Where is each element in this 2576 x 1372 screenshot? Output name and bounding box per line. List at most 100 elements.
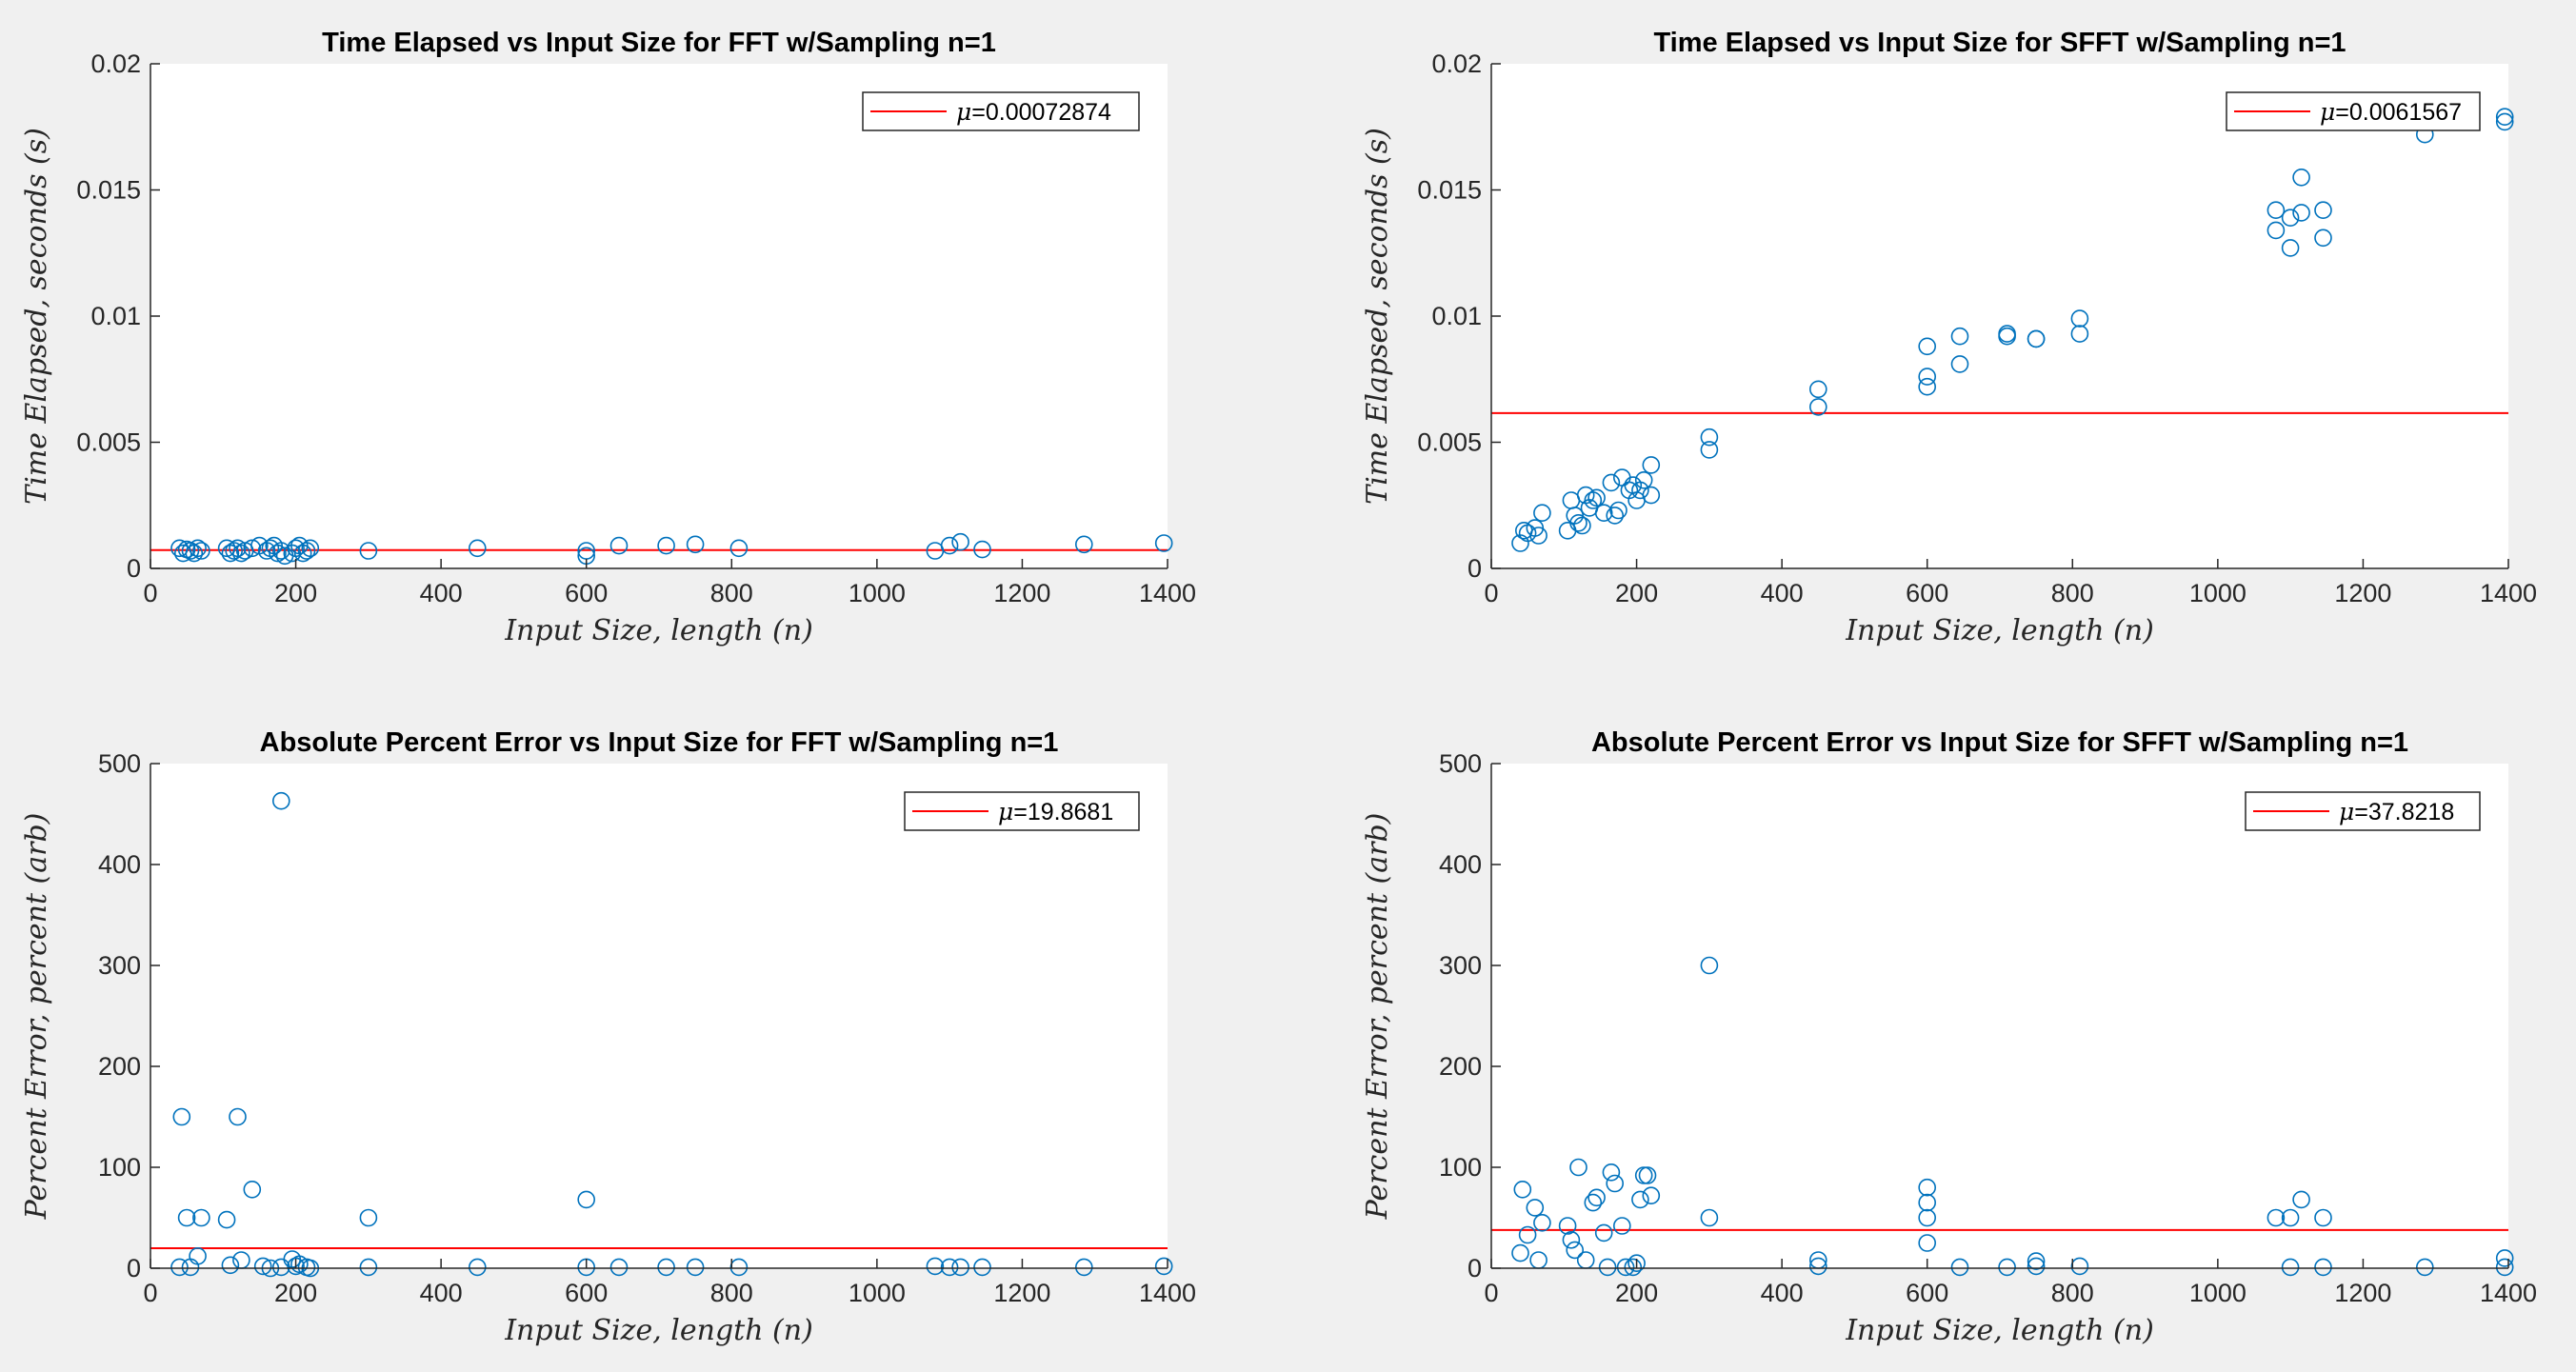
data-point: [1950, 355, 1969, 373]
data-point: [243, 1181, 262, 1199]
data-point: [177, 1208, 196, 1227]
data-point: [1631, 481, 1649, 500]
y-tick-label: 0.005: [76, 428, 141, 457]
data-point: [287, 1257, 305, 1276]
x-axis-label: Input Size, length (n): [1845, 614, 2154, 647]
data-point: [217, 1210, 236, 1229]
plot-area: [1491, 764, 2508, 1268]
data-point: [1594, 504, 1613, 523]
x-tick-label: 1400: [1139, 579, 1196, 607]
chart-title: Time Elapsed vs Input Size for FFT w/Sam…: [322, 28, 996, 58]
legend-entry: μ=0.00072874: [956, 98, 1111, 126]
y-tick-label: 500: [98, 749, 141, 778]
x-tick-label: 0: [143, 579, 157, 607]
data-point: [609, 1258, 629, 1277]
data-point: [1918, 368, 1936, 386]
x-tick-label: 800: [2051, 579, 2094, 607]
data-point: [1598, 1258, 1617, 1277]
data-point: [1809, 398, 1827, 416]
x-axis-label: Input Size, length (n): [1845, 1314, 2154, 1347]
y-tick-label: 0.01: [90, 302, 141, 330]
data-point: [1569, 1158, 1588, 1177]
data-point: [1526, 1199, 1545, 1217]
y-tick-label: 0: [127, 554, 141, 583]
data-point: [232, 544, 250, 563]
data-point: [229, 1107, 247, 1126]
data-point: [1529, 527, 1548, 545]
data-point: [951, 532, 969, 551]
data-point: [1573, 516, 1591, 535]
data-point: [926, 1257, 945, 1276]
data-point: [2281, 1208, 2300, 1227]
x-tick-label: 800: [710, 579, 753, 607]
data-point: [1566, 1241, 1584, 1260]
legend-entry: μ=37.8218: [2339, 798, 2454, 825]
data-point: [729, 1258, 749, 1277]
data-point: [1700, 428, 1719, 447]
data-point: [1594, 1223, 1613, 1243]
data-point: [2027, 1252, 2046, 1270]
data-point: [2495, 112, 2514, 131]
data-point: [1584, 1193, 1603, 1212]
panel-fft-time: 0 200 400 600 800 1000 1200 1400 0 0.005 0.01 0.015…: [20, 28, 1196, 647]
x-axis-label: Input Size, length (n): [504, 1314, 813, 1347]
data-point: [1998, 327, 2016, 346]
data-point: [1606, 507, 1624, 525]
data-point: [2027, 329, 2046, 348]
data-point: [243, 539, 262, 558]
x-tick-label: 1200: [2334, 1279, 2391, 1307]
data-point: [2416, 1258, 2434, 1277]
x-axis-label: Input Size, length (n): [504, 614, 813, 647]
y-tick-label: 0.02: [1431, 50, 1482, 78]
y-tick-label: 0: [127, 1254, 141, 1283]
data-point: [2266, 1208, 2286, 1227]
legend-mu-symbol: μ: [956, 98, 971, 126]
data-point: [170, 1258, 189, 1277]
y-tick-label: 0: [1468, 554, 1482, 583]
y-axis-label: Percent Error, percent (arb): [1361, 813, 1394, 1221]
data-point: [359, 1208, 378, 1227]
data-point: [192, 542, 210, 560]
data-point: [1558, 1217, 1577, 1235]
legend-box: [2226, 91, 2481, 131]
chart-title: Absolute Percent Error vs Input Size for…: [260, 727, 1059, 758]
x-tick-label: 800: [710, 1279, 753, 1307]
chart-title: Time Elapsed vs Input Size for SFFT w/Sa…: [1653, 28, 2346, 58]
data-point: [359, 542, 378, 560]
legend-value: =19.8681: [1013, 799, 1113, 825]
data-point: [301, 539, 320, 558]
y-tick-label: 200: [1439, 1052, 1482, 1081]
y-axis-label: Percent Error, percent (arb): [20, 813, 53, 1221]
x-tick-label: 0: [1484, 1279, 1498, 1307]
data-point: [2266, 221, 2286, 240]
x-tick-label: 1400: [1139, 1279, 1196, 1307]
data-point: [973, 540, 991, 559]
x-tick-label: 400: [420, 579, 463, 607]
y-tick-label: 500: [1439, 749, 1482, 778]
data-point: [1700, 441, 1719, 459]
data-point: [185, 544, 204, 563]
data-point: [1613, 1217, 1631, 1235]
data-point: [297, 542, 316, 560]
x-tick-label: 600: [565, 579, 608, 607]
data-point: [1511, 1243, 1529, 1263]
data-point: [253, 1257, 272, 1276]
x-tick-label: 200: [274, 579, 317, 607]
y-axis-label: Time Elapsed, seconds (s): [20, 128, 53, 505]
legend-entry: μ=0.0061567: [2320, 98, 2462, 126]
data-point: [1075, 535, 1093, 554]
data-point: [1918, 1234, 1936, 1252]
data-point: [2292, 169, 2310, 187]
data-point: [686, 535, 705, 554]
data-point: [1154, 534, 1173, 552]
data-point: [1638, 1166, 1657, 1184]
data-point: [271, 542, 290, 560]
data-point: [181, 542, 200, 560]
x-tick-label: 1400: [2480, 1279, 2537, 1307]
data-points: [1511, 108, 2514, 552]
x-tick-label: 1200: [2334, 579, 2391, 607]
data-point: [269, 544, 287, 563]
data-point: [225, 542, 243, 560]
data-point: [2281, 209, 2300, 227]
